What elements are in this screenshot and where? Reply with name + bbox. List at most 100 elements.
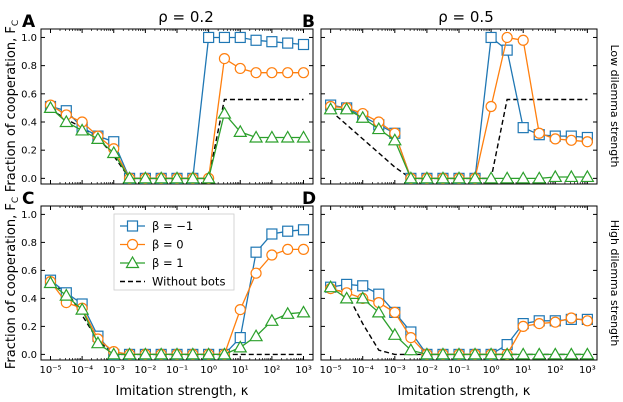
series-1-d — [323, 279, 595, 360]
y-tick-label: 0.2 — [21, 322, 37, 333]
x-tick-label: 10⁻⁵ — [39, 365, 61, 376]
data-point — [218, 52, 231, 65]
data-point — [549, 133, 561, 145]
x-tick-label: 10⁻² — [134, 365, 156, 376]
y-tick-label: 0.8 — [21, 61, 37, 72]
legend-item-0: β = 0 — [120, 238, 184, 252]
data-point — [500, 171, 515, 184]
data-point — [280, 130, 295, 143]
data-point — [266, 228, 278, 240]
data-point — [250, 67, 262, 79]
data-point — [389, 306, 401, 318]
series-line — [50, 98, 304, 180]
data-point — [297, 67, 310, 79]
y-tick-label: 0.4 — [21, 294, 37, 305]
data-point — [122, 171, 137, 184]
row-title-low-dilemma: Low dilemma strength — [608, 44, 621, 167]
series-line — [50, 107, 304, 180]
series-line — [330, 36, 588, 180]
data-point — [297, 38, 310, 51]
data-point — [169, 171, 185, 184]
data-point — [484, 347, 499, 360]
data-point — [468, 171, 483, 184]
data-point — [548, 169, 563, 183]
data-point — [296, 130, 311, 143]
series-line — [330, 36, 588, 180]
legend-item-1: β = 1 — [120, 255, 184, 270]
data-point — [250, 267, 262, 279]
panel-a: A 0.0 0.2 0.4 0.6 0.8 1.0 — [21, 12, 314, 185]
panel-frame-a — [40, 28, 314, 185]
data-point — [106, 145, 121, 159]
data-point — [185, 347, 200, 360]
data-point — [485, 31, 497, 44]
x-axis-label-left: Imitation strength, κ — [116, 384, 249, 399]
data-point — [533, 318, 545, 330]
x-tick-label: 10² — [547, 365, 564, 376]
data-point — [90, 131, 105, 145]
legend-marker — [126, 220, 139, 232]
x-tick-label: 10³ — [579, 365, 596, 376]
series-line — [50, 282, 304, 356]
data-point — [564, 347, 579, 360]
data-point — [355, 110, 370, 123]
y-tick-label: 0.2 — [21, 146, 37, 157]
panel-frame-b — [320, 28, 598, 185]
data-point — [75, 302, 90, 315]
data-point — [419, 171, 434, 184]
data-point — [106, 347, 121, 360]
y-tick-label: 1.0 — [21, 210, 37, 221]
data-point — [516, 347, 531, 360]
data-point — [484, 171, 499, 184]
column-title-rho-0-2: ρ = 0.2 — [158, 8, 213, 26]
data-point — [517, 34, 529, 46]
series-1-c — [43, 275, 311, 360]
data-point — [43, 275, 58, 289]
data-point — [59, 288, 74, 301]
data-point — [201, 347, 216, 360]
data-point — [355, 291, 370, 304]
data-point — [138, 347, 153, 360]
data-point — [549, 316, 561, 328]
x-tick-label: 10³ — [295, 365, 312, 376]
x-tick-label: 10⁻⁴ — [71, 365, 93, 376]
y-tick-label: 0.0 — [21, 350, 37, 361]
legend-marker — [125, 255, 140, 269]
data-point — [297, 224, 310, 236]
series-line — [330, 98, 588, 180]
legend-label: β = −1 — [152, 219, 193, 233]
data-point — [266, 67, 278, 79]
data-point — [266, 36, 278, 48]
data-point — [154, 171, 169, 184]
data-point — [203, 31, 215, 44]
data-point — [533, 127, 545, 139]
data-point — [419, 347, 434, 360]
series-0-a — [44, 52, 310, 184]
data-point — [169, 347, 185, 360]
panel-label-c: C — [22, 189, 34, 209]
data-point — [581, 136, 593, 148]
data-point — [516, 171, 531, 184]
panel-label-a: A — [22, 12, 36, 32]
data-point — [75, 123, 90, 136]
x-tick-label: 10⁻¹ — [448, 365, 470, 376]
x-tick-label: 10⁻³ — [103, 365, 125, 376]
data-point — [234, 304, 246, 316]
panel-d: D 10⁻⁵ 10⁻⁴ 10⁻³ 10⁻² 10⁻¹ 10⁰ 10¹ 10² 10³ — [302, 189, 598, 376]
series-line — [330, 287, 588, 356]
data-point — [264, 130, 279, 143]
legend-marker — [126, 238, 139, 251]
data-point — [234, 31, 246, 44]
data-point — [323, 102, 338, 115]
data-point — [485, 100, 497, 113]
data-point — [532, 171, 547, 184]
y-axis-label-bottom-text: Fraction of cooperation, F — [4, 203, 19, 369]
data-point — [233, 124, 248, 137]
data-point — [282, 243, 294, 255]
x-tick-label: 10⁻¹ — [166, 365, 188, 376]
data-point — [532, 347, 547, 360]
legend-label: β = 1 — [152, 256, 184, 270]
panel-label-d: D — [302, 189, 316, 209]
data-point — [517, 320, 529, 332]
